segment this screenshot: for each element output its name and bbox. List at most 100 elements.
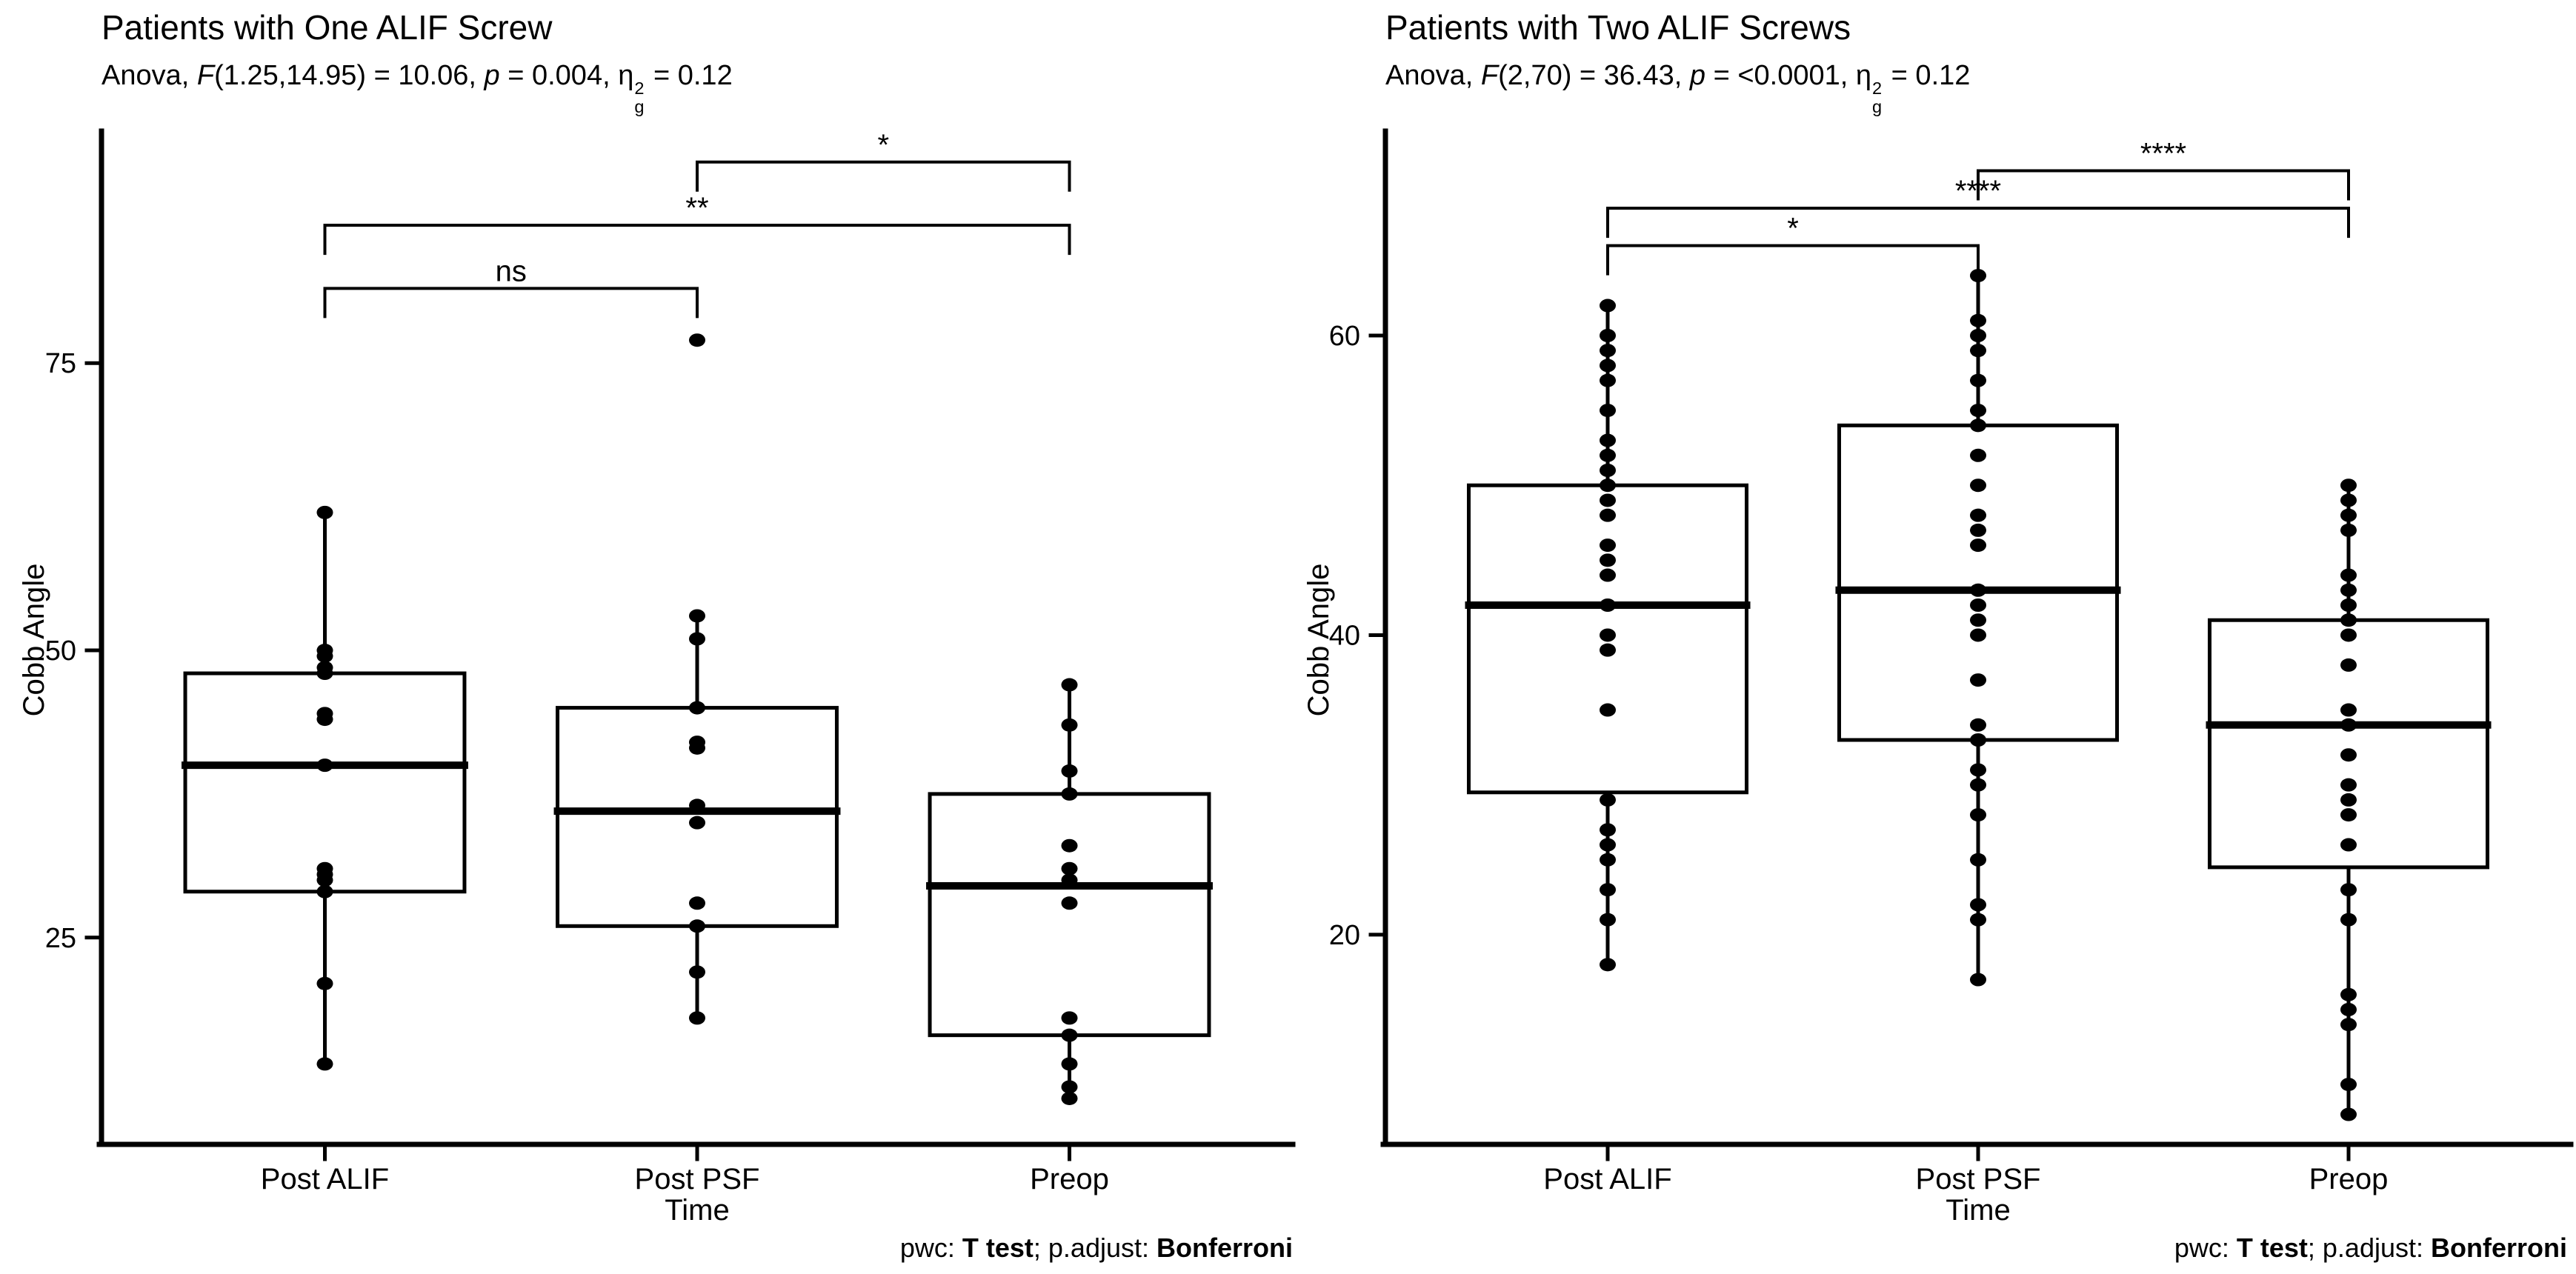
data-point bbox=[316, 976, 333, 990]
eta-superscript: 2 bbox=[634, 78, 645, 98]
data-point bbox=[1600, 568, 1616, 582]
p-symbol: p bbox=[1689, 60, 1706, 91]
y-tick-label: 20 bbox=[1329, 920, 1360, 951]
eta-value: = 0.12 bbox=[1883, 60, 1971, 91]
pwc-label: pwc: bbox=[899, 1233, 962, 1263]
y-tick-label: 50 bbox=[45, 636, 76, 667]
data-point bbox=[2340, 718, 2357, 732]
data-point bbox=[1600, 329, 1616, 342]
data-point bbox=[1061, 1028, 1078, 1042]
box-post-psf bbox=[1837, 423, 2120, 742]
significance-label: ns bbox=[496, 255, 527, 287]
significance-label: **** bbox=[2140, 138, 2186, 170]
padjust-method: Bonferroni bbox=[2431, 1233, 2567, 1263]
f-statistic: (1.25,14.95) = 10.06, bbox=[214, 60, 485, 91]
data-point bbox=[1600, 464, 1616, 477]
data-point bbox=[689, 609, 705, 623]
x-tick-label: Preop bbox=[1030, 1163, 1109, 1195]
p-value: = <0.0001, bbox=[1705, 60, 1856, 91]
anova-prefix: Anova, bbox=[1385, 60, 1481, 91]
data-point bbox=[1600, 628, 1616, 642]
data-point bbox=[2340, 628, 2357, 642]
data-point bbox=[689, 741, 705, 755]
data-point bbox=[1970, 898, 1986, 912]
significance-label: * bbox=[1787, 213, 1799, 245]
anova-prefix: Anova, bbox=[101, 60, 197, 91]
data-point bbox=[1061, 718, 1078, 732]
data-point bbox=[1600, 913, 1616, 927]
eta-symbol: η bbox=[1855, 60, 1872, 91]
data-point bbox=[1970, 778, 1986, 792]
x-tick-label: Post PSF bbox=[1916, 1163, 2041, 1195]
data-point bbox=[2340, 1078, 2357, 1092]
data-point bbox=[1970, 763, 1986, 777]
y-tick-label: 75 bbox=[45, 348, 76, 379]
data-point bbox=[2340, 583, 2357, 597]
data-point bbox=[1061, 1080, 1078, 1094]
data-point bbox=[1061, 1091, 1078, 1105]
eta-subscript: g bbox=[1872, 96, 1883, 116]
data-point bbox=[1970, 344, 1986, 358]
data-point bbox=[2340, 778, 2357, 792]
panel1-x-axis-title: Time bbox=[665, 1194, 730, 1227]
panel2-x-axis-title: Time bbox=[1946, 1194, 2011, 1227]
data-point bbox=[1970, 733, 1986, 747]
data-point bbox=[1970, 329, 1986, 342]
data-point bbox=[2340, 987, 2357, 1001]
data-point bbox=[1061, 873, 1078, 887]
data-point bbox=[689, 333, 705, 347]
panel1-y-axis-title: Cobb Angle bbox=[18, 563, 50, 717]
eta-superscript: 2 bbox=[1872, 78, 1883, 98]
data-point bbox=[689, 896, 705, 910]
data-point bbox=[1600, 478, 1616, 493]
data-point bbox=[1600, 703, 1616, 717]
data-point bbox=[1970, 523, 1986, 537]
padjust-method: Bonferroni bbox=[1156, 1233, 1293, 1263]
data-point bbox=[2340, 568, 2357, 582]
data-point bbox=[1061, 1011, 1078, 1025]
data-point bbox=[689, 701, 705, 715]
data-point bbox=[1061, 678, 1078, 692]
data-point bbox=[316, 873, 333, 887]
data-point bbox=[2340, 658, 2357, 672]
data-point bbox=[1600, 553, 1616, 567]
data-point bbox=[1600, 643, 1616, 657]
data-point bbox=[1600, 404, 1616, 418]
box-preop bbox=[2207, 618, 2490, 870]
significance-bracket bbox=[323, 224, 1071, 256]
panel2-caption: pwc: T test; p.adjust: Bonferroni bbox=[1974, 1233, 2567, 1264]
data-point bbox=[2340, 748, 2357, 762]
y-tick-label: 40 bbox=[1329, 620, 1360, 651]
significance-bracket bbox=[1606, 244, 1980, 276]
data-point bbox=[1600, 793, 1616, 807]
data-point bbox=[1970, 613, 1986, 627]
data-point bbox=[1600, 508, 1616, 522]
data-point bbox=[1600, 344, 1616, 358]
significance-bracket bbox=[323, 287, 699, 318]
data-point bbox=[1970, 808, 1986, 822]
pwc-method: T test bbox=[2236, 1233, 2308, 1263]
data-point bbox=[1061, 838, 1078, 853]
padjust-label: ; p.adjust: bbox=[1033, 1233, 1156, 1263]
panel1-caption: pwc: T test; p.adjust: Bonferroni bbox=[700, 1233, 1293, 1264]
data-point bbox=[1970, 673, 1986, 687]
panel1-subtitle: Anova, F(1.25,14.95) = 10.06, p = 0.004,… bbox=[101, 56, 733, 116]
data-point bbox=[316, 713, 333, 727]
data-point bbox=[2340, 1107, 2357, 1121]
data-point bbox=[1970, 269, 1986, 283]
significance-bracket bbox=[696, 160, 1071, 192]
data-point bbox=[1970, 598, 1986, 612]
data-point bbox=[1061, 1057, 1078, 1071]
data-point bbox=[689, 919, 705, 933]
data-point bbox=[689, 632, 705, 646]
data-point bbox=[316, 884, 333, 898]
panel1-title: Patients with One ALIF Screw bbox=[101, 8, 553, 47]
data-point bbox=[316, 649, 333, 663]
data-point bbox=[2340, 1003, 2357, 1016]
data-point bbox=[689, 816, 705, 830]
pwc-method: T test bbox=[962, 1233, 1034, 1263]
